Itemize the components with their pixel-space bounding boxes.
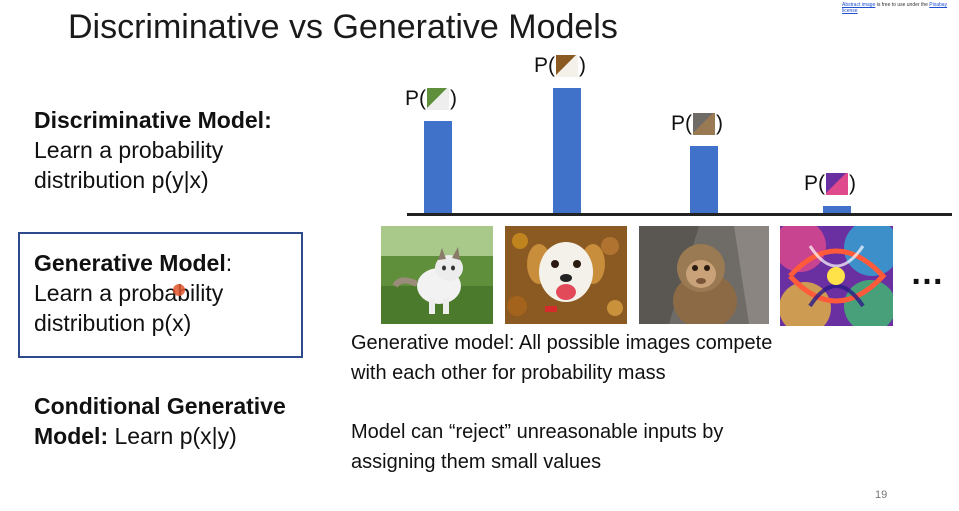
conditional-rest: Learn p(x|y)	[108, 423, 237, 449]
thumbnail-cat-icon	[427, 88, 449, 110]
discriminative-definition: Discriminative Model: Learn a probabilit…	[34, 105, 272, 195]
prob-label-cat: P()	[405, 87, 457, 111]
caption-reject: Model can “reject” unreasonable inputs b…	[351, 417, 723, 477]
discriminative-line2: distribution p(y|x)	[34, 167, 209, 193]
generative-colon: :	[225, 250, 233, 276]
laser-pointer-dot	[173, 284, 185, 296]
conditional-heading-line2: Model:	[34, 423, 109, 449]
conditional-heading-line1: Conditional Generative	[34, 393, 286, 419]
thumbnail-abstract-icon	[826, 173, 848, 195]
page-number: 19	[875, 489, 888, 501]
bar-abstract	[823, 206, 851, 214]
image-credit: Abstract image is free to use under the …	[842, 2, 957, 14]
thumbnail-dog-icon	[556, 55, 578, 77]
x-axis-line	[407, 213, 952, 216]
generative-definition: Generative Model: Learn a probability di…	[34, 248, 232, 338]
caption-reject-line1: Model can “reject” unreasonable inputs b…	[351, 421, 724, 443]
prob-label-suffix: )	[450, 87, 457, 110]
generative-highlight-box	[18, 232, 303, 358]
prob-label-suffix: )	[579, 54, 586, 77]
prob-label-abstract: P()	[804, 172, 856, 196]
bar-dog	[553, 88, 581, 214]
more-images-ellipsis: …	[910, 254, 945, 292]
discriminative-heading: Discriminative Model:	[34, 107, 272, 133]
generative-line1: Learn a probability	[34, 280, 224, 306]
thumbnail-monkey-icon	[693, 113, 715, 135]
credit-link-abstract-image[interactable]: Abstract image	[842, 2, 876, 8]
credit-text: is free to use under the	[876, 2, 928, 8]
caption-reject-line2: assigning them small values	[351, 451, 602, 473]
prob-label-monkey: P()	[671, 112, 723, 136]
credit-link-pixabay-license[interactable]: Pixabay license	[842, 2, 948, 14]
cat-photo	[381, 226, 493, 324]
prob-label-prefix: P(	[671, 112, 692, 135]
dog-photo	[505, 226, 627, 324]
conditional-definition: Conditional Generative Model: Learn p(x|…	[34, 391, 286, 451]
bar-cat	[424, 121, 452, 214]
prob-label-prefix: P(	[405, 87, 426, 110]
monkey-photo	[639, 226, 769, 324]
caption-compete: Generative model: All possible images co…	[351, 328, 772, 388]
generative-line2: distribution p(x)	[34, 310, 192, 336]
slide-title: Discriminative vs Generative Models	[68, 8, 618, 46]
caption-compete-line2: with each other for probability mass	[351, 362, 666, 384]
caption-compete-line1: Generative model: All possible images co…	[351, 332, 773, 354]
abstract-image	[780, 226, 893, 326]
prob-label-dog: P()	[534, 54, 586, 78]
prob-label-prefix: P(	[534, 54, 555, 77]
prob-label-suffix: )	[716, 112, 723, 135]
discriminative-line1: Learn a probability	[34, 137, 224, 163]
bar-monkey	[690, 146, 718, 214]
generative-heading: Generative Model	[34, 250, 226, 276]
prob-label-suffix: )	[849, 172, 856, 195]
prob-label-prefix: P(	[804, 172, 825, 195]
